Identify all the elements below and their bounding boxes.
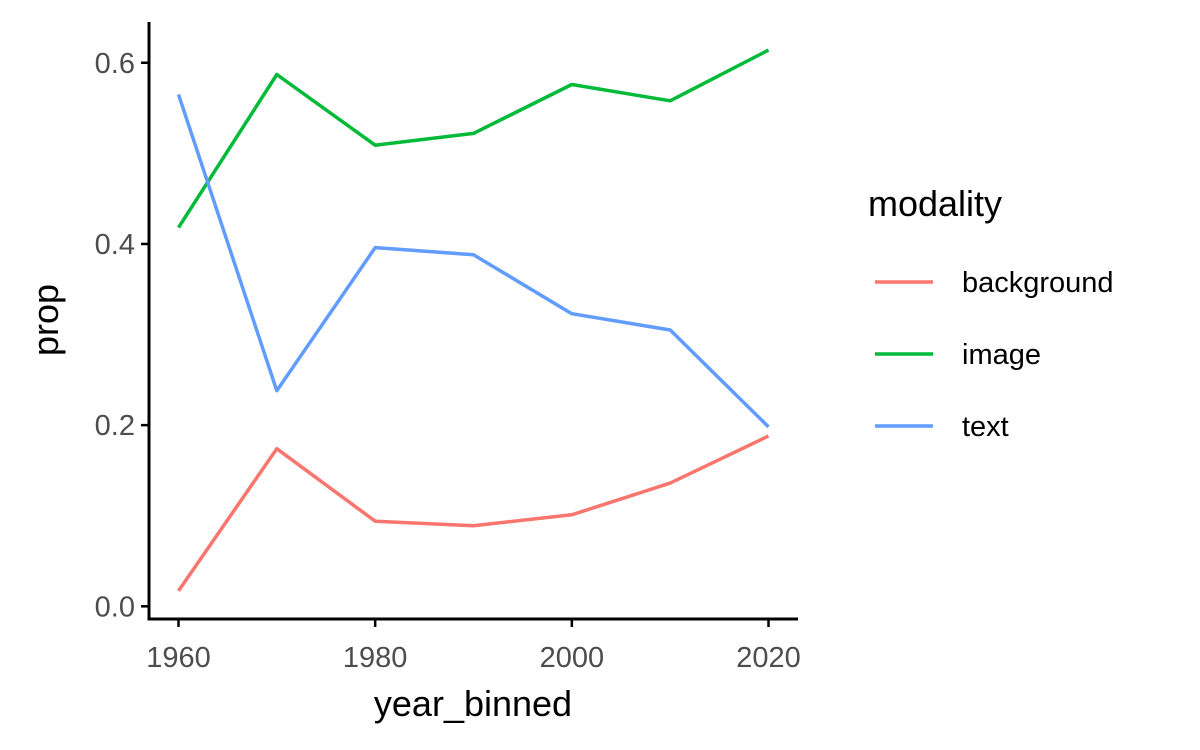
series-line-background: [177, 434, 770, 592]
series-line-image: [177, 48, 770, 229]
legend-label-image: image: [962, 339, 1041, 371]
legend-title: modality: [868, 183, 1002, 224]
series-line-text: [176, 93, 770, 429]
series-lines: [176, 48, 770, 592]
y-axis-title: prop: [25, 284, 66, 356]
y-axis-ticks: 0.0 0.2 0.4 0.6: [95, 48, 149, 623]
legend-label-text: text: [962, 411, 1009, 443]
legend: modality background image text: [868, 183, 1114, 443]
legend-label-background: background: [962, 267, 1114, 299]
y-tick-label: 0.4: [95, 229, 135, 261]
x-tick-label: 2020: [736, 642, 801, 674]
y-tick-label: 0.2: [95, 410, 135, 442]
y-tick-label: 0.0: [95, 591, 135, 623]
x-axis-ticks: 1960 1980 2000 2020: [146, 619, 801, 674]
x-tick-label: 1980: [343, 642, 408, 674]
x-tick-label: 2000: [540, 642, 605, 674]
x-axis-title: year_binned: [374, 683, 572, 724]
y-tick-label: 0.6: [95, 48, 135, 80]
x-tick-label: 1960: [146, 642, 211, 674]
legend-items: background image text: [875, 267, 1114, 443]
